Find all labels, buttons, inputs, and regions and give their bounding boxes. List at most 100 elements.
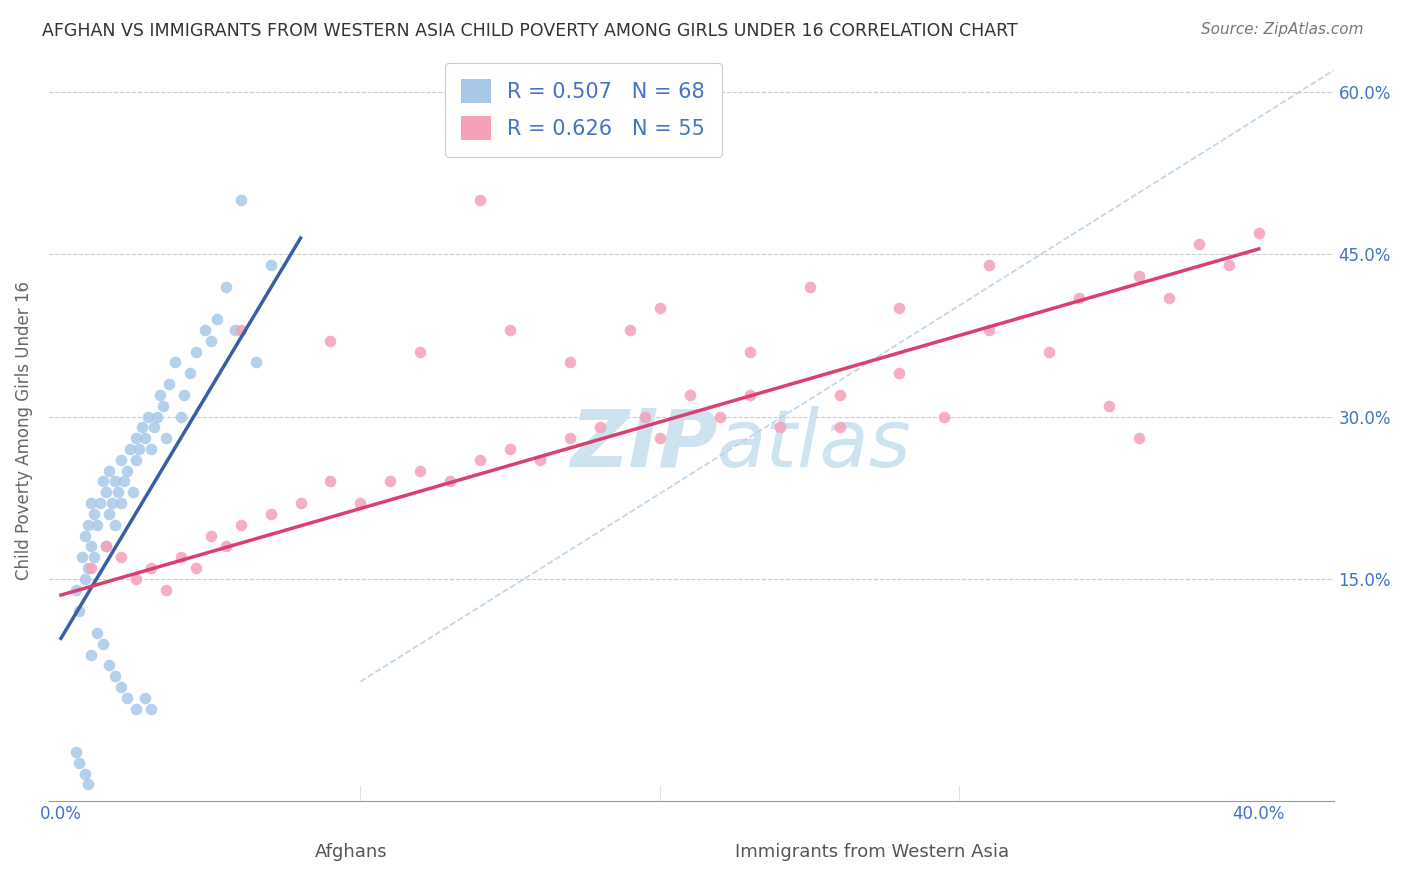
Point [828,388,851,402]
Point [179,367,201,381]
Point [205,312,228,326]
Point [110,453,132,467]
Point [149,388,172,402]
Point [1188,236,1211,251]
Point [80,561,103,575]
Point [107,485,129,500]
Point [101,496,124,510]
Point [499,442,522,456]
Point [112,475,135,489]
Point [142,420,165,434]
Point [634,409,657,424]
Point [934,409,956,424]
Point [889,367,911,381]
Point [679,388,702,402]
Point [131,420,153,434]
Point [94,540,117,554]
Point [121,485,143,500]
Point [163,355,186,369]
Point [125,453,148,467]
Point [439,475,461,489]
Point [157,377,180,392]
Point [97,464,120,478]
Point [979,323,1001,337]
Legend: R = 0.507   N = 68, R = 0.626   N = 55: R = 0.507 N = 68, R = 0.626 N = 55 [444,62,721,157]
Point [1128,431,1150,445]
Point [229,323,252,337]
Y-axis label: Child Poverty Among Girls Under 16: Child Poverty Among Girls Under 16 [15,281,32,580]
Point [319,475,342,489]
Point [979,258,1001,272]
Point [134,431,156,445]
Point [380,475,402,489]
Point [73,528,96,542]
Point [104,669,127,683]
Point [80,540,103,554]
Point [499,323,522,337]
Point [125,431,148,445]
Text: atlas: atlas [717,406,911,484]
Point [319,334,342,348]
Point [184,561,207,575]
Point [115,690,138,705]
Point [65,582,87,597]
Point [139,701,162,715]
Point [73,572,96,586]
Point [738,388,761,402]
Point [290,496,312,510]
Point [1067,291,1090,305]
Point [470,453,492,467]
Point [529,453,551,467]
Point [94,485,117,500]
Point [619,323,641,337]
Point [77,561,100,575]
Point [349,496,371,510]
Point [648,431,671,445]
Point [89,496,111,510]
Point [67,604,90,618]
Text: Afghans: Afghans [315,843,388,861]
Point [1218,258,1240,272]
Point [80,496,103,510]
Point [70,550,93,565]
Point [110,496,132,510]
Point [134,690,156,705]
Point [155,582,177,597]
Point [1128,268,1150,283]
Point [91,637,114,651]
Point [65,745,87,759]
Text: Immigrants from Western Asia: Immigrants from Western Asia [735,843,1008,861]
Point [128,442,150,456]
Point [648,301,671,316]
Point [73,766,96,780]
Point [589,420,612,434]
Point [146,409,169,424]
Point [214,540,236,554]
Point [125,701,148,715]
Point [104,517,127,532]
Point [115,464,138,478]
Point [110,550,132,565]
Text: AFGHAN VS IMMIGRANTS FROM WESTERN ASIA CHILD POVERTY AMONG GIRLS UNDER 16 CORREL: AFGHAN VS IMMIGRANTS FROM WESTERN ASIA C… [42,22,1018,40]
Point [245,355,267,369]
Point [155,431,177,445]
Point [83,507,105,521]
Point [229,193,252,207]
Point [110,680,132,694]
Point [1157,291,1180,305]
Point [1098,399,1121,413]
Point [86,626,108,640]
Point [170,550,193,565]
Point [259,258,281,272]
Point [104,475,127,489]
Point [67,756,90,770]
Point [709,409,731,424]
Point [118,442,141,456]
Point [170,409,193,424]
Point [77,517,100,532]
Point [80,648,103,662]
Point [470,193,492,207]
Point [139,442,162,456]
Point [224,323,246,337]
Point [1247,226,1270,240]
